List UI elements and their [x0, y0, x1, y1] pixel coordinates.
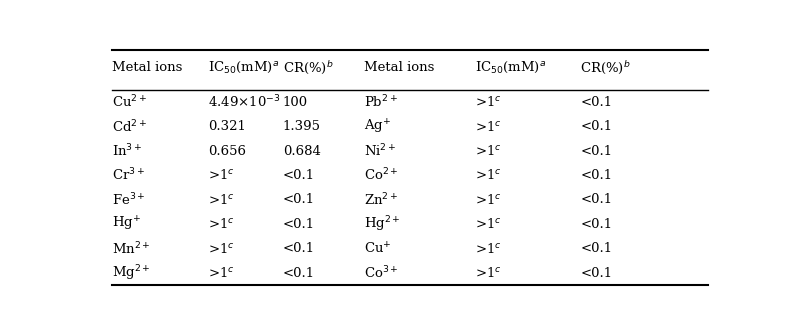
Text: <0.1: <0.1 — [581, 120, 613, 133]
Text: >1$^{c}$: >1$^{c}$ — [209, 217, 235, 231]
Text: >1$^{c}$: >1$^{c}$ — [475, 193, 502, 207]
Text: 0.656: 0.656 — [209, 145, 246, 158]
Text: Cd$^{2+}$: Cd$^{2+}$ — [112, 118, 148, 135]
Text: <0.1: <0.1 — [581, 218, 613, 231]
Text: Ni$^{2+}$: Ni$^{2+}$ — [363, 143, 396, 160]
Text: 4.49×10$^{-3}$: 4.49×10$^{-3}$ — [209, 94, 281, 111]
Text: Cu$^{2+}$: Cu$^{2+}$ — [112, 94, 148, 111]
Text: CR(%)$^{b}$: CR(%)$^{b}$ — [581, 59, 631, 76]
Text: >1$^{c}$: >1$^{c}$ — [209, 193, 235, 207]
Text: IC$_{50}$(mM)$^{a}$: IC$_{50}$(mM)$^{a}$ — [209, 60, 280, 75]
Text: Cr$^{3+}$: Cr$^{3+}$ — [112, 167, 146, 184]
Text: 0.321: 0.321 — [209, 120, 246, 133]
Text: <0.1: <0.1 — [581, 145, 613, 158]
Text: >1$^{c}$: >1$^{c}$ — [475, 120, 502, 134]
Text: Pb$^{2+}$: Pb$^{2+}$ — [363, 94, 398, 111]
Text: >1$^{c}$: >1$^{c}$ — [475, 95, 502, 109]
Text: <0.1: <0.1 — [581, 242, 613, 255]
Text: >1$^{c}$: >1$^{c}$ — [475, 168, 502, 183]
Text: <0.1: <0.1 — [283, 218, 315, 231]
Text: Metal ions: Metal ions — [363, 61, 434, 74]
Text: <0.1: <0.1 — [581, 266, 613, 280]
Text: >1$^{c}$: >1$^{c}$ — [209, 241, 235, 256]
Text: <0.1: <0.1 — [581, 96, 613, 109]
Text: Cu$^{+}$: Cu$^{+}$ — [363, 241, 391, 256]
Text: IC$_{50}$(mM)$^{a}$: IC$_{50}$(mM)$^{a}$ — [475, 60, 546, 75]
Text: Fe$^{3+}$: Fe$^{3+}$ — [112, 191, 146, 208]
Text: >1$^{c}$: >1$^{c}$ — [475, 217, 502, 231]
Text: In$^{3+}$: In$^{3+}$ — [112, 143, 142, 160]
Text: 100: 100 — [283, 96, 308, 109]
Text: <0.1: <0.1 — [283, 193, 315, 206]
Text: Mn$^{2+}$: Mn$^{2+}$ — [112, 240, 151, 257]
Text: <0.1: <0.1 — [283, 266, 315, 280]
Text: Hg$^{+}$: Hg$^{+}$ — [112, 215, 142, 233]
Text: <0.1: <0.1 — [283, 242, 315, 255]
Text: Ag$^{+}$: Ag$^{+}$ — [363, 117, 390, 136]
Text: 1.395: 1.395 — [283, 120, 321, 133]
Text: <0.1: <0.1 — [581, 169, 613, 182]
Text: >1$^{c}$: >1$^{c}$ — [209, 266, 235, 280]
Text: Co$^{3+}$: Co$^{3+}$ — [363, 265, 398, 281]
Text: >1$^{c}$: >1$^{c}$ — [475, 266, 502, 280]
Text: >1$^{c}$: >1$^{c}$ — [475, 144, 502, 158]
Text: <0.1: <0.1 — [581, 193, 613, 206]
Text: CR(%)$^{b}$: CR(%)$^{b}$ — [283, 59, 334, 76]
Text: Hg$^{2+}$: Hg$^{2+}$ — [363, 215, 400, 234]
Text: Metal ions: Metal ions — [112, 61, 182, 74]
Text: <0.1: <0.1 — [283, 169, 315, 182]
Text: 0.684: 0.684 — [283, 145, 321, 158]
Text: Mg$^{2+}$: Mg$^{2+}$ — [112, 263, 151, 283]
Text: Co$^{2+}$: Co$^{2+}$ — [363, 167, 398, 184]
Text: >1$^{c}$: >1$^{c}$ — [475, 241, 502, 256]
Text: >1$^{c}$: >1$^{c}$ — [209, 168, 235, 183]
Text: Zn$^{2+}$: Zn$^{2+}$ — [363, 191, 398, 208]
